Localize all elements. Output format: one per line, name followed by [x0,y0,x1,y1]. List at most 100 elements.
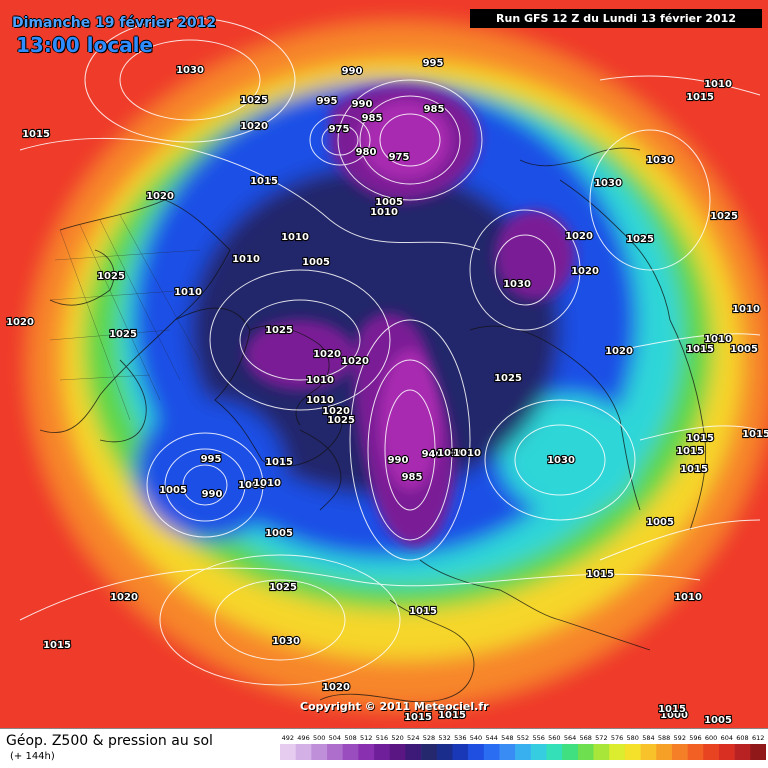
pressure-label: 1020 [571,266,599,277]
pressure-label: 1010 [281,232,309,243]
legend-tick-label: 608 [736,734,748,742]
pressure-label: 990 [388,455,409,466]
legend-tick-label: 532 [438,734,450,742]
legend-swatch [468,744,485,760]
legend-tick-label: 600 [705,734,717,742]
pressure-label: 1025 [327,415,355,426]
pressure-label: 1020 [313,349,341,360]
legend-tick-label: 512 [360,734,372,742]
copyright-notice: Copyright © 2011 Meteociel.fr [300,700,489,713]
legend-tick-label: 568 [579,734,591,742]
legend-tick-label: 516 [376,734,388,742]
pressure-label: 1020 [322,682,350,693]
product-subtitle: (+ 144h) [10,751,55,762]
pressure-label: 1010 [704,79,732,90]
legend-swatch [405,744,422,760]
legend-tick-label: 612 [752,734,764,742]
pressure-label: 980 [356,147,377,158]
legend-tick-labels: 492 496 500 504 508 512 516 520 524 528 532 536 540 5… [282,734,765,742]
violet-core-north [360,100,450,180]
legend-tick-label: 560 [548,734,560,742]
pressure-label: 995 [317,96,338,107]
pressure-label: 985 [402,472,423,483]
pressure-label: 1015 [586,569,614,580]
legend-swatch [295,744,312,760]
legend-tick-label: 580 [627,734,639,742]
pressure-label: 985 [424,104,445,115]
legend-swatch [452,744,469,760]
legend-swatch [327,744,344,760]
legend-swatch [421,744,438,760]
legend-swatch [389,744,406,760]
pressure-label: 1025 [710,211,738,222]
pressure-label: 940 [422,449,443,460]
legend-tick-label: 572 [595,734,607,742]
legend-swatch [436,744,453,760]
violet-core-trough [380,350,440,490]
legend-swatch [624,744,641,760]
pressure-label: 975 [329,124,350,135]
legend-tick-label: 588 [658,734,670,742]
legend-tick-label: 500 [313,734,325,742]
pressure-label: 1020 [341,356,369,367]
pressure-label: 1005 [704,715,732,726]
pressure-label: 1010 [674,592,702,603]
legend-swatch [342,744,359,760]
legend-swatch [609,744,626,760]
pressure-label: 1005 [730,344,758,355]
pressure-label: 1015 [686,92,714,103]
color-scale-legend: 492 496 500 504 508 512 516 520 524 528 532 536 540 5… [280,734,766,760]
pressure-label: 1030 [503,279,531,290]
legend-tick-label: 548 [501,734,513,742]
pressure-label: 1025 [269,582,297,593]
pressure-label: 990 [352,99,373,110]
legend-tick-label: 604 [721,734,733,742]
purple-vortex-east [495,210,575,300]
pressure-label: 1020 [240,121,268,132]
purple-centre [245,320,355,390]
legend-tick-label: 496 [297,734,309,742]
legend-swatch [546,744,563,760]
pressure-label: 1015 [250,176,278,187]
pressure-label: 990 [202,489,223,500]
pressure-label: 1030 [646,155,674,166]
pressure-label: 995 [423,58,444,69]
legend-swatch [703,744,720,760]
legend-swatch [718,744,735,760]
legend-tick-label: 552 [517,734,529,742]
pressure-label: 1005 [265,528,293,539]
pressure-label: 975 [389,152,410,163]
legend-swatch [280,744,296,760]
pressure-label: 1010 [306,395,334,406]
legend-swatch [671,744,688,760]
legend-tick-label: 540 [470,734,482,742]
legend-swatch [656,744,673,760]
legend-swatch [577,744,594,760]
pressure-label: 1030 [594,178,622,189]
pressure-label: 1020 [565,231,593,242]
legend-swatch [562,744,579,760]
legend-swatch [374,744,391,760]
pressure-label: 1015 [686,433,714,444]
grid-lines [49,214,201,421]
legend-tick-label: 556 [532,734,544,742]
pressure-label: 1020 [6,317,34,328]
pressure-label: 1025 [109,329,137,340]
pressure-label: 1020 [322,406,350,417]
pressure-label: 1000 [238,480,266,491]
legend-tick-label: 504 [329,734,341,742]
legend-swatch [499,744,516,760]
pressure-label: 1025 [265,325,293,336]
pressure-label: 1010 [306,375,334,386]
model-run-info: Run GFS 12 Z du Lundi 13 février 2012 [470,9,762,28]
legend-swatch [358,744,375,760]
pressure-label: 1000 [660,710,688,721]
pressure-label: 1030 [176,65,204,76]
legend-swatch [311,744,328,760]
pressure-label: 1015 [22,129,50,140]
legend-tick-label: 492 [282,734,294,742]
legend-tick-label: 592 [674,734,686,742]
